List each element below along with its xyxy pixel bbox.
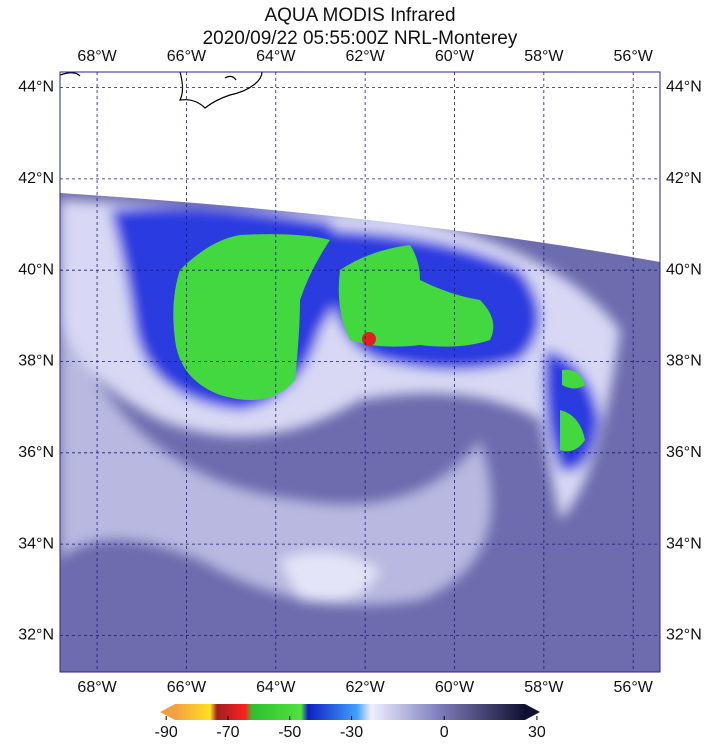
lat-label-right: 40°N (666, 261, 702, 278)
lat-label-right: 44°N (666, 79, 702, 96)
lat-label-left: 42°N (18, 170, 54, 187)
satellite-image (60, 72, 660, 672)
colorbar-tick-label: -90 (155, 724, 178, 741)
lat-label-left: 40°N (18, 261, 54, 278)
colorbar (160, 704, 540, 720)
lon-label-top: 62°W (345, 48, 385, 65)
lon-label-top: 58°W (524, 48, 564, 65)
lon-label-bottom: 62°W (345, 679, 385, 696)
lon-label-top: 68°W (77, 48, 117, 65)
lon-label-bottom: 56°W (614, 679, 654, 696)
lon-label-bottom: 60°W (435, 679, 475, 696)
lat-label-right: 38°N (666, 353, 702, 370)
lon-label-top: 56°W (614, 48, 654, 65)
title: AQUA MODIS Infrared (264, 5, 455, 26)
lon-label-bottom: 64°W (256, 679, 296, 696)
graticule: 68°W 68°W 66°W 66°W 64°W 64°W 62°W 62°W 60°W 60°W… (18, 48, 702, 696)
colorbar-low-arrow (160, 704, 175, 720)
lat-label-right: 34°N (666, 535, 702, 552)
lon-label-top: 60°W (435, 48, 475, 65)
colorbar-high-arrow (525, 704, 540, 720)
colorbar-tick-label: 30 (528, 724, 546, 741)
lon-label-top: 66°W (167, 48, 207, 65)
lon-label-bottom: 68°W (77, 679, 117, 696)
lat-label-left: 36°N (18, 444, 54, 461)
lon-label-bottom: 58°W (524, 679, 564, 696)
colorbar-tick-label: -70 (216, 724, 239, 741)
lat-label-left: 34°N (18, 535, 54, 552)
lat-label-left: 32°N (18, 627, 54, 644)
lat-label-left: 38°N (18, 353, 54, 370)
lon-label-bottom: 66°W (167, 679, 207, 696)
lat-label-right: 32°N (666, 627, 702, 644)
subtitle: 2020/09/22 05:55:00Z NRL-Monterey (203, 28, 518, 49)
lon-label-top: 64°W (256, 48, 296, 65)
colorbar-tick-label: -50 (278, 724, 301, 741)
colorbar-tick-label: 0 (440, 724, 449, 741)
lat-label-right: 42°N (666, 170, 702, 187)
map-frame (59, 71, 661, 673)
colorbar-tick-label: -30 (340, 724, 363, 741)
lat-label-left: 44°N (18, 79, 54, 96)
colorbar-ticks: -90 -70 -50 -30 0 30 (155, 716, 546, 741)
lat-label-right: 36°N (666, 444, 702, 461)
colorbar-scale (175, 704, 525, 720)
